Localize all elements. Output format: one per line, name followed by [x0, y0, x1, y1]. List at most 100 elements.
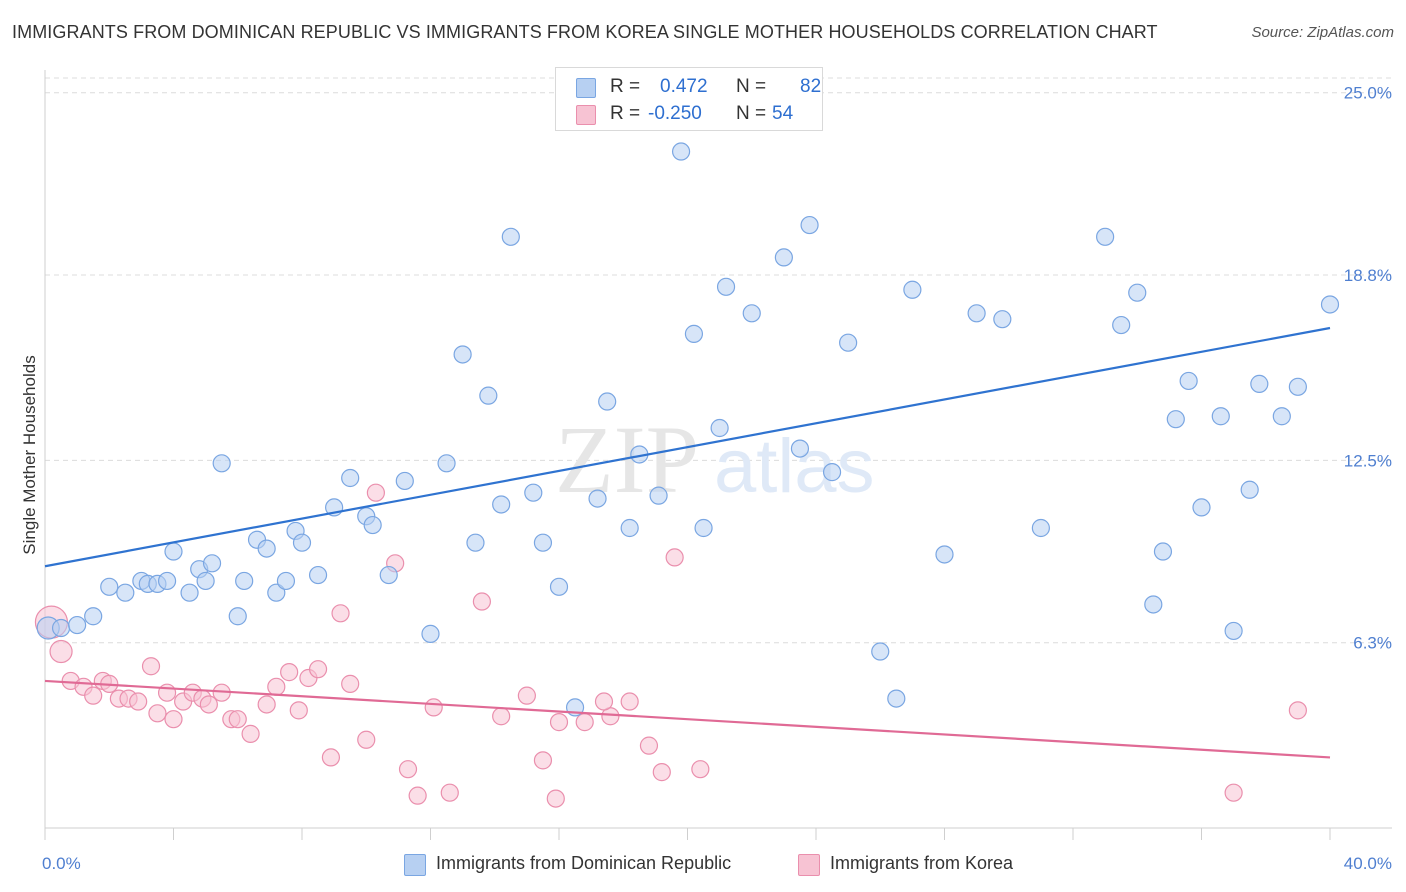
korea-point [691, 760, 710, 779]
korea-point [620, 692, 639, 711]
dominican-point [466, 533, 485, 552]
legend-r-value: 0.472 [660, 76, 708, 97]
korea-point [398, 760, 418, 779]
chart-title: IMMIGRANTS FROM DOMINICAN REPUBLIC VS IM… [12, 22, 1158, 42]
dominican-point [1224, 621, 1243, 641]
dominican-point [1250, 374, 1269, 393]
dominican-point [1153, 542, 1173, 561]
dominican-point [84, 607, 103, 626]
korea-point [84, 686, 103, 705]
dominican-point [822, 463, 842, 482]
dominican-point [453, 345, 472, 364]
legend-swatch-pink [576, 105, 596, 125]
dominican-point [588, 489, 607, 508]
dominican-point [1320, 295, 1340, 314]
korea-point [575, 713, 594, 732]
x-tick-label: 0.0% [42, 854, 81, 873]
korea-point [549, 713, 569, 732]
dominican-point [742, 304, 761, 323]
dominican-point [51, 618, 71, 638]
tick-labels: 6.3% 12.5% 18.8% 25.0% 0.0% 40.0% [42, 84, 1392, 873]
korea-point [331, 604, 350, 623]
korea-point [164, 710, 183, 729]
korea-point [321, 748, 341, 767]
korea-point [257, 695, 276, 714]
dominican-point [257, 539, 276, 558]
axes [44, 70, 1392, 840]
korea-point [594, 692, 614, 711]
dominican-point [1096, 227, 1115, 246]
dominican-point [524, 483, 543, 502]
dominican-point [421, 624, 440, 643]
x-tick-label: 40.0% [1344, 854, 1392, 873]
dominican-point [196, 571, 215, 591]
dominican-point [694, 518, 713, 538]
trend-lines [44, 326, 1331, 759]
dominican-point [903, 280, 922, 299]
dominican-point [395, 471, 414, 491]
dominican-point [790, 439, 810, 458]
dominican-point [684, 324, 704, 343]
dominican-point [157, 571, 177, 591]
dominican-point [533, 533, 553, 552]
legend-r-value: -0.250 [648, 103, 702, 124]
korea-point [440, 783, 459, 802]
korea-point [1288, 701, 1307, 720]
dominican-point [774, 248, 793, 267]
dominican-point [202, 554, 222, 573]
y-tick-label: 6.3% [1353, 634, 1392, 653]
source-note: Source: ZipAtlas.com [1251, 24, 1394, 41]
dominican-point [501, 227, 520, 246]
korea-point [472, 592, 491, 611]
dominican-point [671, 142, 691, 161]
dominican-point [479, 386, 498, 405]
korea-point [148, 704, 167, 723]
korea-point [289, 701, 308, 720]
dominican-point [1288, 377, 1307, 396]
korea-point [652, 763, 671, 782]
korea-point [129, 692, 148, 711]
dominican-point [492, 495, 511, 514]
korea-point [408, 786, 427, 805]
dominican-point [887, 689, 906, 708]
gridlines [45, 77, 1392, 644]
korea-point [366, 483, 385, 502]
dominican-point [1166, 410, 1185, 429]
legend-n-value: 82 [800, 76, 822, 97]
dominican-points [36, 142, 1340, 717]
dominican-point [598, 392, 617, 411]
korea-point [546, 789, 565, 808]
dominican-point [276, 571, 296, 591]
korea-point [241, 724, 260, 743]
legend-n-label: N = [736, 103, 767, 124]
dominican-point [437, 454, 456, 473]
watermark-zip: ZIP [555, 406, 699, 513]
dominican-point [993, 310, 1012, 329]
dominican-point [710, 418, 729, 438]
korea-point [141, 657, 161, 676]
korea-point [267, 677, 286, 696]
korea-point [492, 707, 511, 726]
dominican-point [549, 577, 569, 596]
korea-point [517, 686, 536, 705]
series-label: Immigrants from Dominican Republic [436, 853, 732, 873]
dominican-point [292, 533, 312, 552]
korea-trend-line [44, 679, 1331, 759]
dominican-point [1192, 498, 1211, 517]
dominican-point [1144, 595, 1163, 614]
legend-n-label: N = [736, 76, 767, 97]
legend-swatch-blue [576, 78, 596, 98]
korea-point [308, 660, 328, 679]
dominican-point [116, 583, 135, 602]
korea-point [1224, 783, 1243, 802]
korea-point [533, 751, 553, 770]
dominican-point [1112, 315, 1131, 335]
dominican-point [267, 583, 286, 602]
dominican-point [1272, 407, 1291, 426]
legend-n-value: 54 [772, 103, 794, 124]
series-label: Immigrants from Korea [830, 853, 1014, 873]
y-tick-label: 12.5% [1344, 451, 1392, 470]
dominican-point [716, 277, 736, 296]
y-tick-label: 18.8% [1344, 266, 1392, 285]
